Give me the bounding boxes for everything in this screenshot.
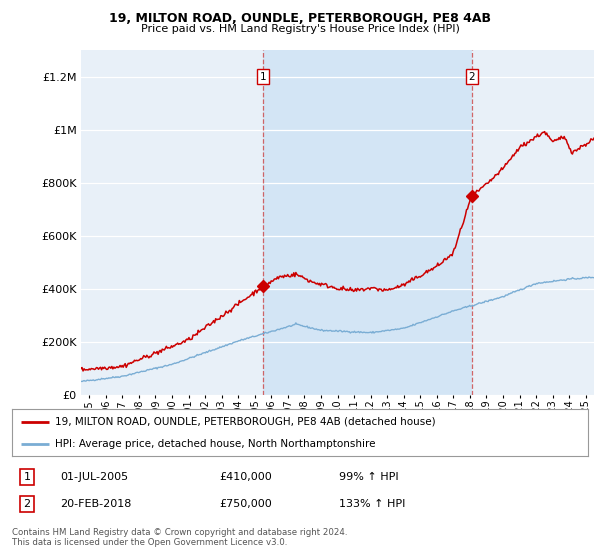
- Text: 99% ↑ HPI: 99% ↑ HPI: [339, 472, 398, 482]
- Text: Contains HM Land Registry data © Crown copyright and database right 2024.
This d: Contains HM Land Registry data © Crown c…: [12, 528, 347, 547]
- Text: 20-FEB-2018: 20-FEB-2018: [60, 499, 131, 509]
- Text: 2: 2: [23, 499, 31, 509]
- Text: 01-JUL-2005: 01-JUL-2005: [60, 472, 128, 482]
- Text: 19, MILTON ROAD, OUNDLE, PETERBOROUGH, PE8 4AB: 19, MILTON ROAD, OUNDLE, PETERBOROUGH, P…: [109, 12, 491, 25]
- Text: HPI: Average price, detached house, North Northamptonshire: HPI: Average price, detached house, Nort…: [55, 438, 376, 449]
- Text: £410,000: £410,000: [219, 472, 272, 482]
- Text: 1: 1: [260, 72, 266, 82]
- Text: £750,000: £750,000: [219, 499, 272, 509]
- Text: 19, MILTON ROAD, OUNDLE, PETERBOROUGH, PE8 4AB (detached house): 19, MILTON ROAD, OUNDLE, PETERBOROUGH, P…: [55, 417, 436, 427]
- Text: 2: 2: [469, 72, 475, 82]
- Bar: [263, 50, 472, 395]
- Text: Price paid vs. HM Land Registry's House Price Index (HPI): Price paid vs. HM Land Registry's House …: [140, 24, 460, 34]
- Text: 1: 1: [23, 472, 31, 482]
- Text: 133% ↑ HPI: 133% ↑ HPI: [339, 499, 406, 509]
